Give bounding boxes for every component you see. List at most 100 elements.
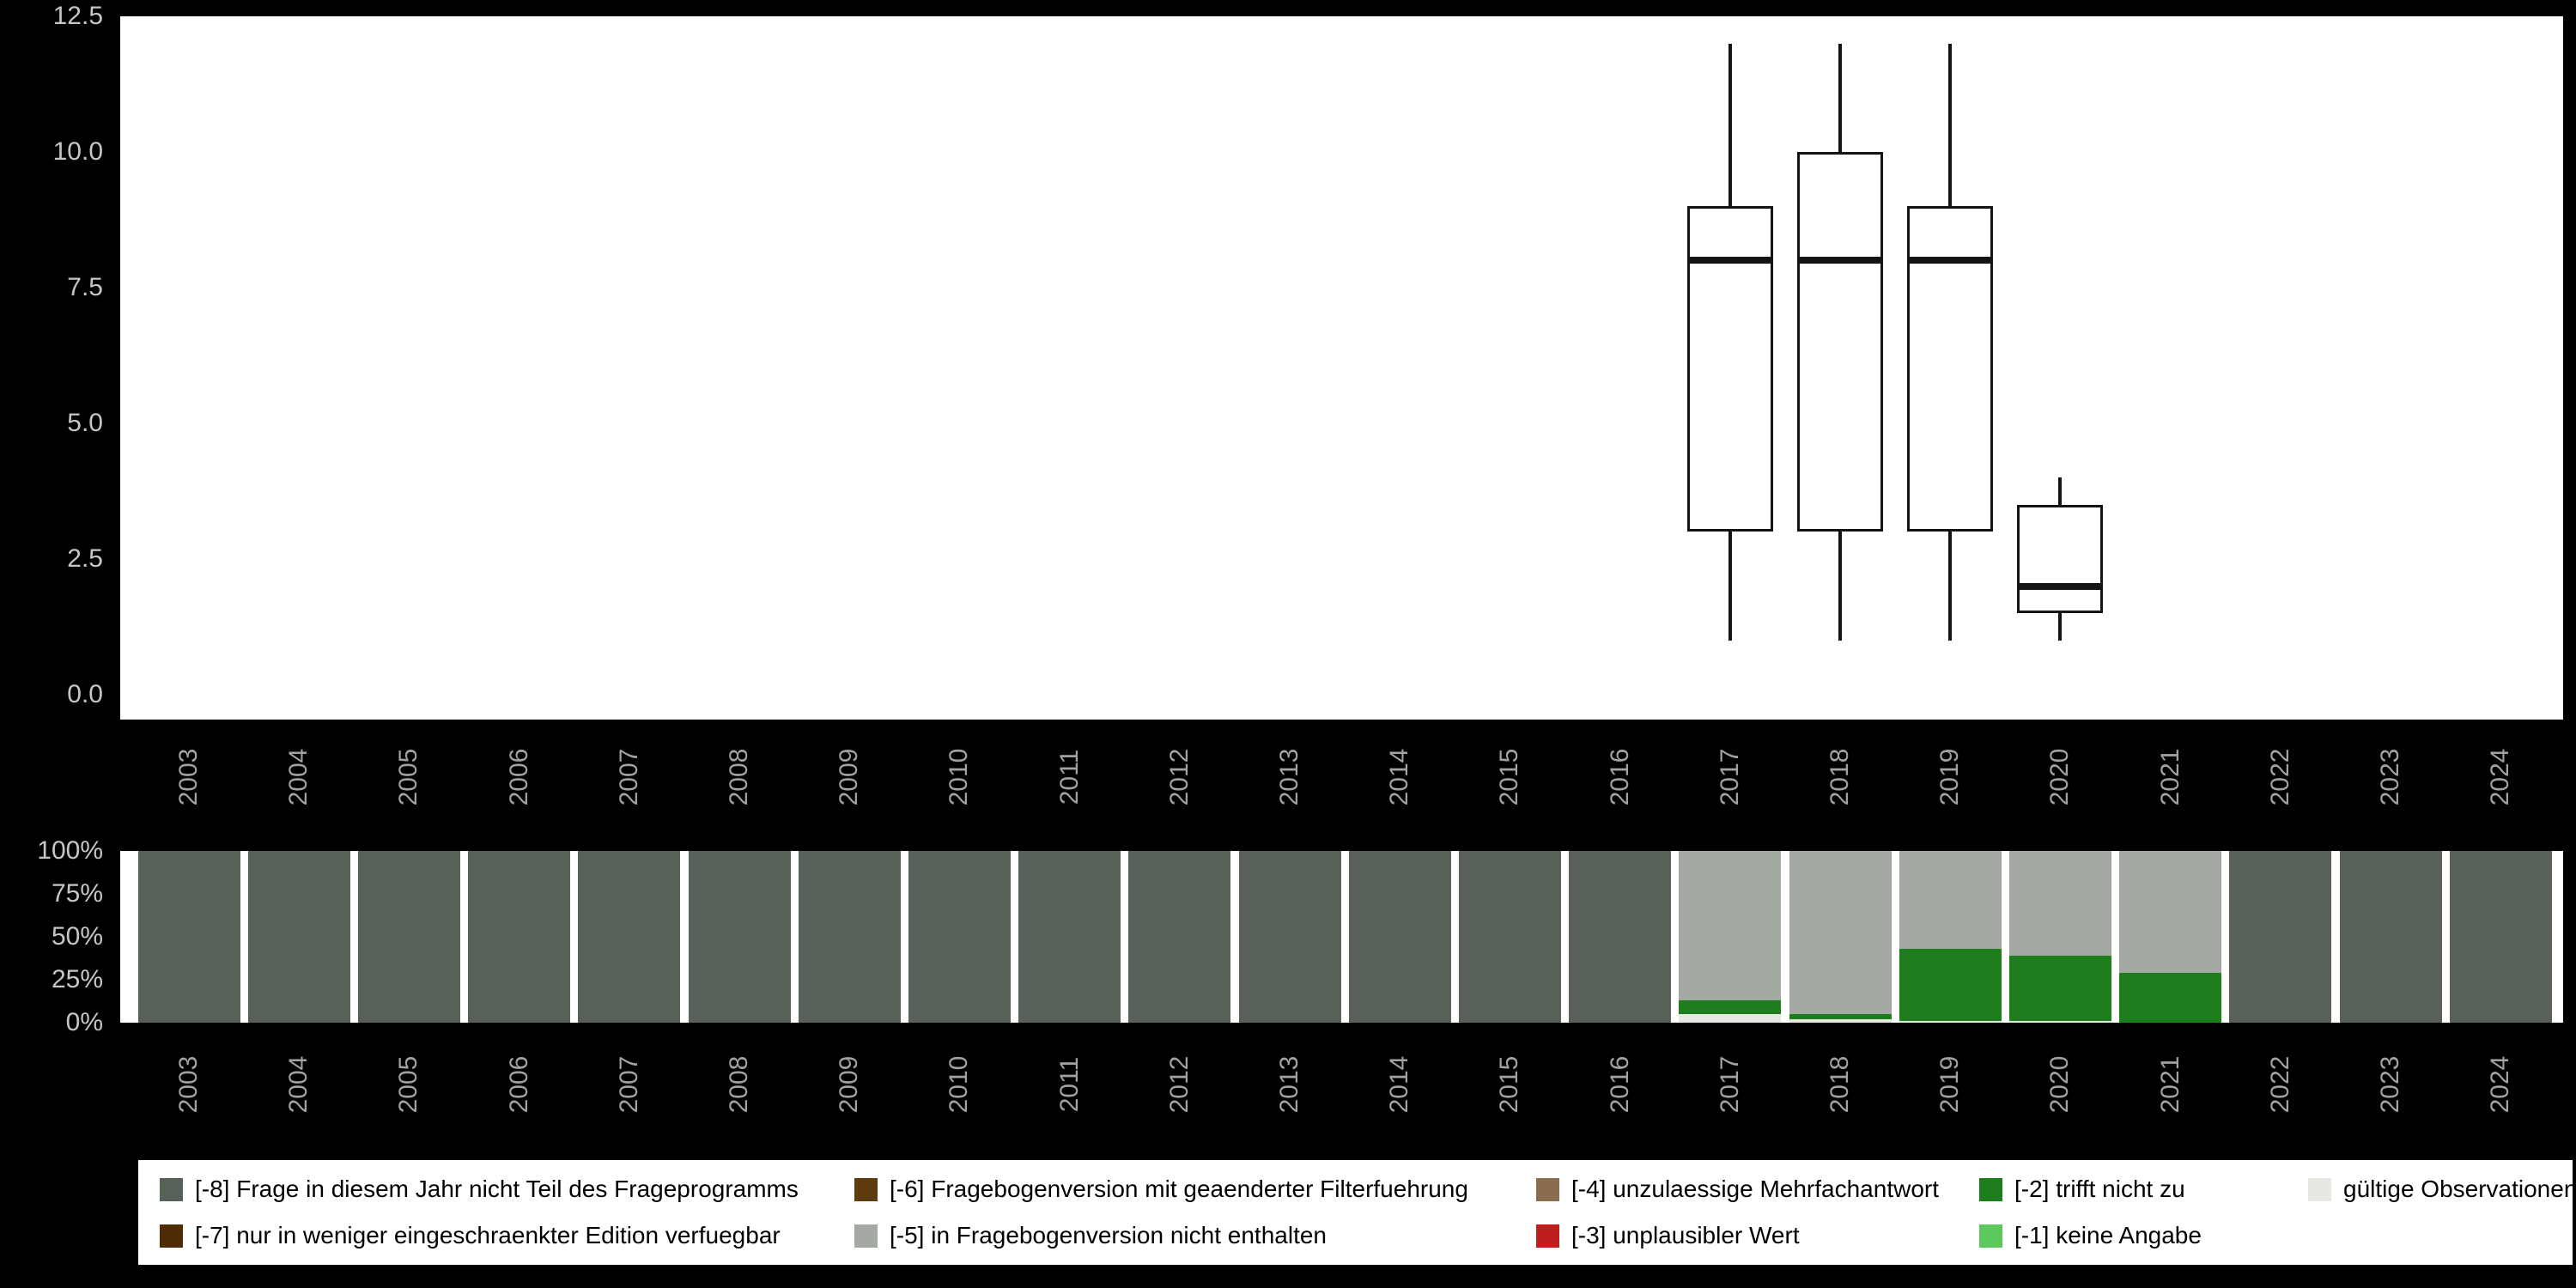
bar-segment-2019-neg2 <box>1899 949 2002 1021</box>
year-label-2017: 2017 <box>1715 1055 1744 1114</box>
bar-segment-2019-neg5 <box>1899 851 2002 949</box>
bar-segment-2011-neg8 <box>1018 851 1121 1023</box>
bar-segment-2019-valid <box>1899 1021 2002 1023</box>
whisker-upper-2017 <box>1728 43 1732 207</box>
year-label-2022: 2022 <box>2265 1055 2294 1114</box>
whisker-lower-2019 <box>1948 532 1953 641</box>
legend-entry-neg5: [-5] in Fragebogenversion nicht enthalte… <box>854 1218 1327 1253</box>
boxplot-y-tick-12.5: 12.5 <box>52 2 103 30</box>
whisker-lower-2020 <box>2058 613 2063 641</box>
legend-label: [-1] keine Angabe <box>2014 1222 2202 1249</box>
year-label-2004: 2004 <box>284 1055 313 1114</box>
legend-entry-neg7: [-7] nur in weniger eingeschraenkter Edi… <box>160 1218 781 1253</box>
legend-swatch-neg3-icon <box>1536 1224 1559 1248</box>
year-label-2012: 2012 <box>1164 1055 1194 1114</box>
boxplot-y-tick-0.0: 0.0 <box>67 680 103 708</box>
boxplot-box-2020 <box>2017 504 2104 614</box>
bar-segment-2017-valid <box>1679 1014 1782 1023</box>
bar-segment-2018-valid <box>1789 1019 1892 1023</box>
median-line-2017 <box>1686 257 1773 264</box>
bar-segment-2015-neg8 <box>1458 851 1561 1023</box>
legend-label: [-8] Frage in diesem Jahr nicht Teil des… <box>195 1176 799 1202</box>
legend-entry-valid: gültige Observationen <box>2308 1172 2576 1206</box>
year-label-2020: 2020 <box>2045 1055 2075 1114</box>
legend-label: [-3] unplausibler Wert <box>1571 1222 1800 1249</box>
bar-segment-2008-neg8 <box>688 851 791 1023</box>
boxplot-panel <box>120 16 2563 720</box>
bar-segment-2005-neg8 <box>357 851 460 1023</box>
bar-segment-2007-neg8 <box>578 851 681 1023</box>
legend-entry-neg8: [-8] Frage in diesem Jahr nicht Teil des… <box>160 1172 799 1206</box>
year-label-2014: 2014 <box>1385 1055 1414 1114</box>
median-line-2020 <box>2017 582 2104 590</box>
year-label-2023: 2023 <box>2376 1055 2404 1114</box>
bar-segment-2023-neg8 <box>2339 851 2442 1023</box>
year-label-2008: 2008 <box>725 1055 753 1114</box>
bar-segment-2020-valid <box>2008 1021 2111 1023</box>
bar-segment-2021-neg2 <box>2119 973 2222 1023</box>
legend-entry-neg1: [-1] keine Angabe <box>1979 1218 2202 1253</box>
bar-segment-2020-neg2 <box>2008 956 2111 1021</box>
median-line-2019 <box>1907 257 1994 264</box>
legend-label: [-7] nur in weniger eingeschraenkter Edi… <box>195 1222 781 1249</box>
whisker-lower-2017 <box>1728 532 1732 641</box>
legend-swatch-neg1-icon <box>1979 1224 2002 1248</box>
bar-segment-2004-neg8 <box>247 851 350 1023</box>
bar-segment-2021-neg5 <box>2119 851 2222 973</box>
boxplot-y-tick-5.0: 5.0 <box>67 409 103 437</box>
bar-segment-2012-neg8 <box>1128 851 1231 1023</box>
legend-swatch-neg8-icon <box>160 1177 183 1201</box>
year-label-2024: 2024 <box>2486 1055 2515 1114</box>
whisker-upper-2020 <box>2058 477 2063 505</box>
year-label-2010: 2010 <box>945 1055 974 1114</box>
bar-segment-2017-neg2 <box>1679 1000 1782 1014</box>
legend-label: [-6] Fragebogenversion mit geaenderter F… <box>890 1176 1468 1202</box>
missings-bar-panel <box>120 851 2563 1023</box>
legend-entry-neg3: [-3] unplausibler Wert <box>1536 1218 1800 1253</box>
year-label-2005: 2005 <box>394 1055 423 1114</box>
bar-y-tick-50%: 50% <box>51 922 103 951</box>
bar-y-tick-0%: 0% <box>65 1008 103 1036</box>
legend-label: [-2] trifft nicht zu <box>2014 1176 2185 1202</box>
median-line-2018 <box>1797 257 1883 264</box>
legend-entry-neg6: [-6] Fragebogenversion mit geaenderter F… <box>854 1172 1468 1206</box>
year-label-2009: 2009 <box>835 1055 864 1114</box>
bar-segment-2020-neg5 <box>2008 851 2111 956</box>
whisker-lower-2018 <box>1838 532 1842 641</box>
boxplot-y-tick-10.0: 10.0 <box>52 137 103 166</box>
legend-entry-neg2: [-2] trifft nicht zu <box>1979 1172 2185 1206</box>
legend-swatch-neg6-icon <box>854 1177 878 1201</box>
bar-segment-2010-neg8 <box>908 851 1011 1023</box>
bar-segment-2016-neg8 <box>1569 851 1672 1023</box>
year-label-2007: 2007 <box>614 1055 643 1114</box>
year-label-2016: 2016 <box>1605 1055 1634 1114</box>
legend-label: gültige Observationen <box>2343 1176 2576 1202</box>
year-label-2011: 2011 <box>1054 1056 1084 1113</box>
bar-segment-2009-neg8 <box>798 851 901 1023</box>
bar-segment-2017-neg5 <box>1679 851 1782 1000</box>
boxplot-y-tick-2.5: 2.5 <box>67 544 103 573</box>
year-label-2021: 2021 <box>2155 1055 2184 1114</box>
year-label-2015: 2015 <box>1495 1055 1524 1114</box>
legend-swatch-neg4-icon <box>1536 1177 1559 1201</box>
boxplot-box-2018 <box>1797 152 1883 532</box>
legend-label: [-5] in Fragebogenversion nicht enthalte… <box>890 1222 1327 1249</box>
bar-segment-2013-neg8 <box>1238 851 1341 1023</box>
legend-swatch-neg7-icon <box>160 1224 183 1248</box>
bar-segment-2003-neg8 <box>137 851 240 1023</box>
bar-segment-2018-neg5 <box>1789 851 1892 1014</box>
bar-segment-2022-neg8 <box>2229 851 2332 1023</box>
legend-swatch-valid-icon <box>2308 1177 2331 1201</box>
year-label-2003: 2003 <box>174 1055 203 1114</box>
legend: [-8] Frage in diesem Jahr nicht Teil des… <box>138 1160 2576 1265</box>
year-label-2018: 2018 <box>1826 1055 1854 1114</box>
year-label-2019: 2019 <box>1935 1055 1965 1114</box>
year-label-2013: 2013 <box>1275 1055 1303 1114</box>
boxplot-y-tick-7.5: 7.5 <box>67 273 103 301</box>
whisker-upper-2019 <box>1948 43 1953 207</box>
bar-segment-2024-neg8 <box>2449 851 2552 1023</box>
